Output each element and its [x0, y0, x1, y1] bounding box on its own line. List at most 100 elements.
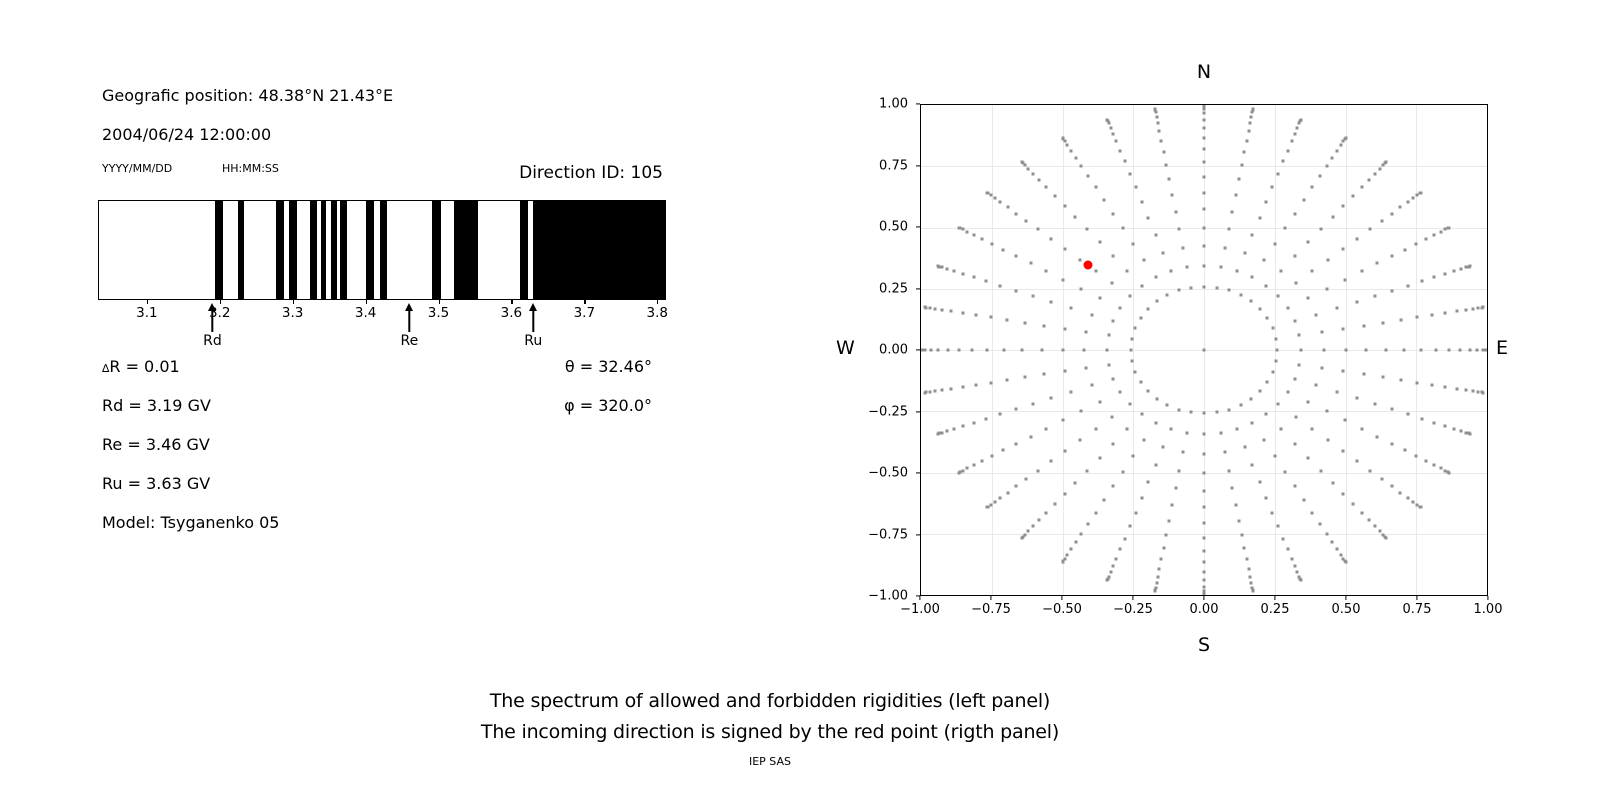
direction-dot — [1390, 289, 1394, 293]
direction-dot — [1202, 505, 1206, 509]
direction-dot — [1202, 107, 1206, 111]
direction-dot — [1367, 178, 1371, 182]
direction-dot — [1243, 445, 1247, 449]
direction-dot — [1079, 287, 1083, 291]
forbidden-allowed-band — [275, 201, 284, 299]
direction-dot — [952, 427, 956, 431]
direction-dot — [936, 264, 940, 268]
dir-plot-y-tick — [916, 164, 920, 167]
direction-dot — [1341, 327, 1345, 331]
direction-dot — [1202, 348, 1206, 352]
direction-dot — [1139, 380, 1143, 384]
direction-dot — [1306, 240, 1310, 244]
direction-dot — [1299, 348, 1303, 352]
direction-dot — [928, 306, 932, 310]
direction-dot — [1125, 427, 1129, 431]
gridline-horizontal — [921, 533, 1487, 535]
direction-dot — [1250, 275, 1254, 279]
direction-dot — [1105, 348, 1109, 352]
direction-dot — [1262, 258, 1266, 262]
direction-dot — [1464, 431, 1468, 435]
dir-plot-x-tick-label: −1.00 — [900, 602, 940, 617]
compass-label-east: E — [1496, 337, 1509, 359]
direction-dot — [1302, 498, 1306, 502]
cutoff-label-ru: Ru — [524, 333, 543, 349]
direction-dot — [1001, 248, 1005, 252]
dir-plot-x-tick — [1274, 596, 1276, 600]
direction-dot — [1230, 210, 1234, 214]
direction-dot — [1227, 408, 1231, 412]
direction-dot — [972, 421, 976, 425]
direction-dot — [990, 242, 994, 246]
forbidden-allowed-band — [519, 201, 528, 299]
direction-dot — [1202, 489, 1206, 493]
direction-dot — [1189, 286, 1193, 290]
direction-dot — [1094, 427, 1098, 431]
direction-dot — [1264, 284, 1268, 288]
direction-dot — [1234, 503, 1238, 507]
direction-dot — [957, 471, 961, 474]
direction-dot — [1341, 492, 1345, 496]
direction-dot — [1063, 139, 1067, 143]
direction-dot — [989, 381, 992, 385]
direction-dot — [1293, 377, 1297, 381]
direction-dot — [1063, 247, 1067, 251]
direction-dot — [1202, 244, 1206, 248]
dir-plot-y-tick-label: 0.75 — [879, 158, 908, 173]
dir-plot-x-tick-label: −0.25 — [1113, 602, 1153, 617]
direction-dot — [1299, 578, 1303, 582]
direction-dot — [1154, 233, 1158, 237]
model-text: Model: Tsyganenko 05 — [102, 513, 280, 532]
direction-dot — [940, 308, 944, 312]
direction-dot — [1157, 567, 1161, 571]
direction-dot — [1475, 348, 1479, 352]
direction-dot — [1424, 237, 1428, 241]
cutoff-arrow-stem-re — [408, 310, 411, 332]
direction-dot — [1468, 264, 1472, 268]
direction-dot — [1037, 178, 1041, 182]
direction-dot — [928, 390, 932, 394]
direction-dot — [1320, 366, 1324, 370]
direction-dot — [1318, 174, 1322, 178]
direction-dot — [1258, 480, 1262, 484]
direction-dot — [1014, 254, 1018, 258]
direction-dot — [1155, 115, 1159, 119]
direction-dot — [921, 348, 923, 352]
direction-dot — [1360, 269, 1364, 273]
direction-dot — [1202, 452, 1206, 456]
direction-dot — [1185, 431, 1189, 435]
direction-dot — [1005, 318, 1009, 322]
dir-plot-y-tick — [916, 595, 920, 597]
direction-dot — [1325, 532, 1329, 536]
direction-dot — [1109, 126, 1112, 130]
direction-dot — [1464, 265, 1468, 269]
direction-dot — [1471, 389, 1475, 393]
direction-dot — [1262, 438, 1266, 442]
direction-dot — [1384, 536, 1388, 540]
direction-dot — [1325, 164, 1329, 168]
dir-plot-x-tick-label: −0.75 — [971, 602, 1011, 617]
direction-dot — [1481, 391, 1485, 395]
direction-dot — [1128, 172, 1132, 176]
direction-dot — [998, 496, 1002, 500]
direction-dot — [1155, 581, 1159, 585]
direction-dot — [1111, 212, 1115, 216]
direction-dot — [1219, 265, 1223, 269]
direction-dot — [1156, 575, 1160, 579]
direction-dot — [1123, 537, 1127, 541]
direction-dot — [1146, 307, 1150, 311]
direction-dot — [1215, 410, 1219, 414]
direction-dot — [1293, 254, 1297, 258]
direction-dot — [1406, 200, 1410, 204]
direction-dot — [1128, 524, 1132, 528]
direction-dot — [1250, 463, 1254, 467]
direction-dot — [1235, 269, 1239, 273]
direction-dot — [1344, 136, 1347, 140]
direction-dot — [1079, 164, 1083, 168]
direction-dot — [1026, 529, 1030, 533]
direction-dot — [1202, 105, 1206, 107]
direction-dot — [989, 315, 992, 319]
direction-dot — [1276, 294, 1280, 298]
rigidity-axis-tick-label: 3.3 — [281, 305, 304, 321]
direction-dot — [1331, 215, 1335, 219]
